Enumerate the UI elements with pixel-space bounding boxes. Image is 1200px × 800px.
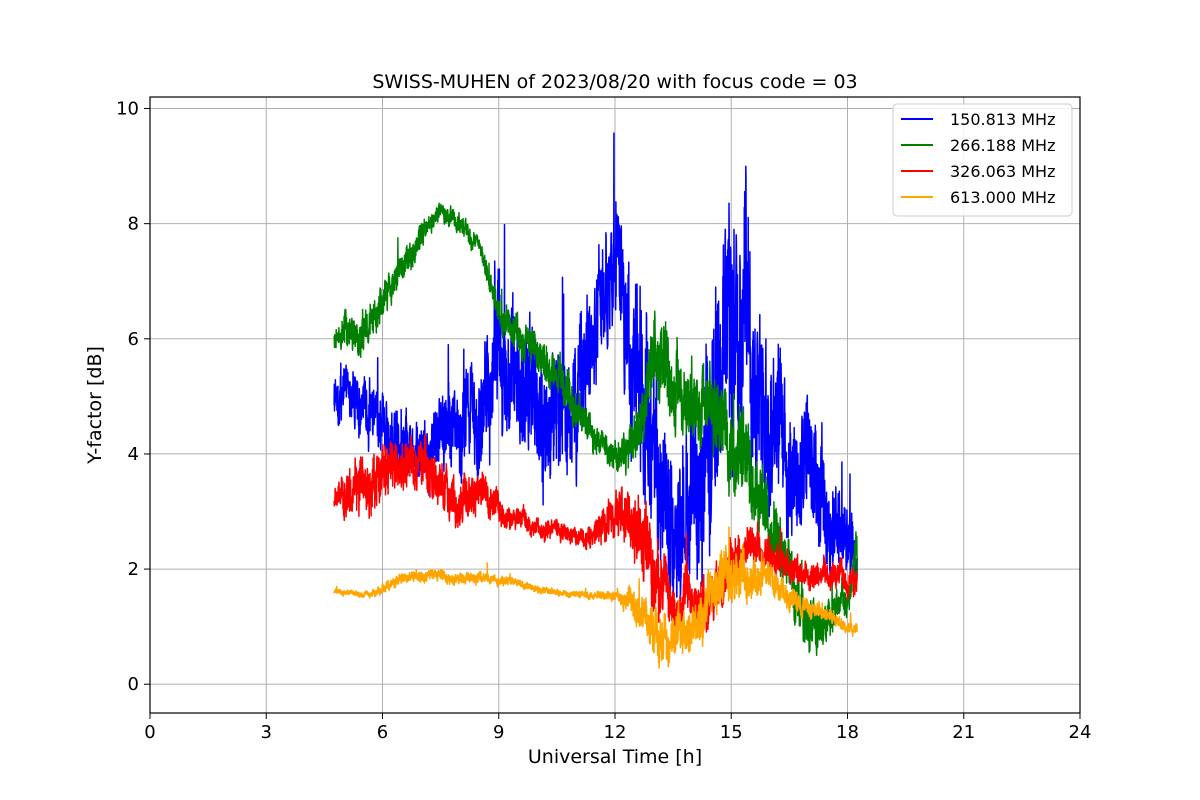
y-tick-label: 0 xyxy=(128,674,139,695)
y-axis: 0 2 4 6 8 10 xyxy=(116,99,150,695)
x-tick-label: 0 xyxy=(144,722,155,743)
series-line-2 xyxy=(333,434,858,635)
x-axis: 0 3 6 9 12 15 18 21 24 xyxy=(144,713,1091,743)
x-tick-label: 12 xyxy=(604,722,627,743)
plot-area xyxy=(333,132,858,669)
y-tick-label: 2 xyxy=(128,559,139,580)
x-tick-label: 15 xyxy=(720,722,743,743)
series-line-0 xyxy=(333,132,858,613)
x-tick-label: 9 xyxy=(493,722,504,743)
y-tick-label: 6 xyxy=(128,329,139,350)
legend-label: 326.063 MHz xyxy=(950,162,1055,181)
x-tick-label: 18 xyxy=(836,722,859,743)
legend-label: 613.000 MHz xyxy=(950,188,1055,207)
chart-title: SWISS-MUHEN of 2023/08/20 with focus cod… xyxy=(372,71,857,93)
x-tick-label: 3 xyxy=(261,722,272,743)
legend-label: 266.188 MHz xyxy=(950,136,1055,155)
y-tick-label: 4 xyxy=(128,444,139,465)
series-line-1 xyxy=(333,202,858,657)
x-tick-label: 6 xyxy=(377,722,388,743)
y-axis-label: Y-factor [dB] xyxy=(84,346,106,465)
x-axis-label: Universal Time [h] xyxy=(528,746,702,768)
series-line-3 xyxy=(333,526,858,669)
x-tick-label: 21 xyxy=(952,722,975,743)
legend-label: 150.813 MHz xyxy=(950,110,1055,129)
x-tick-label: 24 xyxy=(1069,722,1092,743)
legend-box xyxy=(892,103,1073,217)
y-tick-label: 8 xyxy=(128,214,139,235)
legend: 150.813 MHz 266.188 MHz 326.063 MHz 613.000… xyxy=(892,103,1073,217)
y-tick-label: 10 xyxy=(116,99,139,120)
